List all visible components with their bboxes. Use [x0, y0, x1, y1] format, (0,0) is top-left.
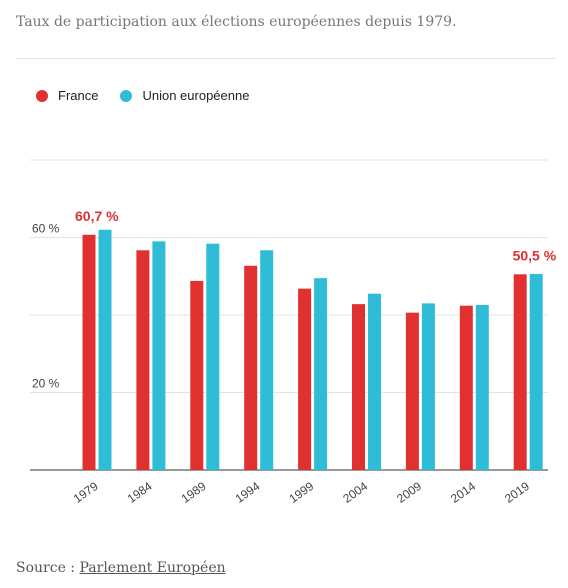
legend: France Union européenne — [36, 88, 271, 103]
bar-ue-1994 — [260, 250, 274, 470]
x-tick-label: 2004 — [340, 479, 370, 506]
legend-label-ue: Union européenne — [142, 88, 250, 103]
source-line: Source : Parlement Européen — [16, 560, 226, 576]
x-tick-label: 1999 — [286, 479, 316, 506]
x-tick-label: 1989 — [179, 479, 209, 506]
bar-ue-1984 — [152, 241, 166, 470]
x-tick-label: 1979 — [71, 479, 101, 506]
y-tick-label: 60 % — [32, 222, 60, 236]
bar-ue-2014 — [475, 304, 489, 470]
bar-chart: 20 % 60 % 1979 1984 1989 1994 1999 2004 2009 2014… — [30, 159, 557, 506]
bar-france-1994 — [244, 265, 258, 470]
top-divider — [16, 58, 556, 59]
bar-france-1999 — [298, 288, 312, 470]
source-link[interactable]: Parlement Européen — [79, 560, 226, 576]
source-prefix: Source : — [16, 560, 80, 576]
bar-ue-2019 — [529, 273, 543, 470]
chart-subtitle: Taux de participation aux élections euro… — [16, 14, 457, 30]
bar-ue-2009 — [421, 303, 435, 470]
legend-swatch-france — [36, 89, 48, 102]
x-tick-label: 2009 — [394, 479, 424, 506]
bar-ue-1979 — [98, 229, 112, 470]
bar-ue-1999 — [314, 278, 328, 470]
bar-ue-2004 — [368, 293, 381, 470]
legend-swatch-ue — [120, 89, 133, 102]
data-label-annotation: 50,5 % — [513, 247, 557, 263]
bar-ue-1989 — [206, 243, 220, 470]
legend-label-france: France — [58, 88, 99, 103]
bar-france-2009 — [405, 312, 419, 470]
bar-france-2019 — [513, 274, 527, 470]
x-tick-label: 2014 — [448, 479, 478, 506]
y-tick-label: 20 % — [32, 377, 60, 391]
x-tick-label: 1994 — [233, 479, 263, 506]
x-tick-label: 1984 — [125, 479, 155, 506]
x-tick-label: 2019 — [502, 479, 532, 506]
legend-item-france: France — [36, 88, 98, 103]
data-label-annotation: 60,7 % — [75, 208, 119, 224]
bar-france-1979 — [82, 234, 96, 470]
bar-france-1984 — [136, 250, 150, 470]
bar-france-2004 — [352, 304, 365, 470]
bar-france-1989 — [190, 280, 204, 470]
legend-item-ue: Union européenne — [120, 88, 249, 103]
bar-france-2014 — [459, 305, 473, 470]
